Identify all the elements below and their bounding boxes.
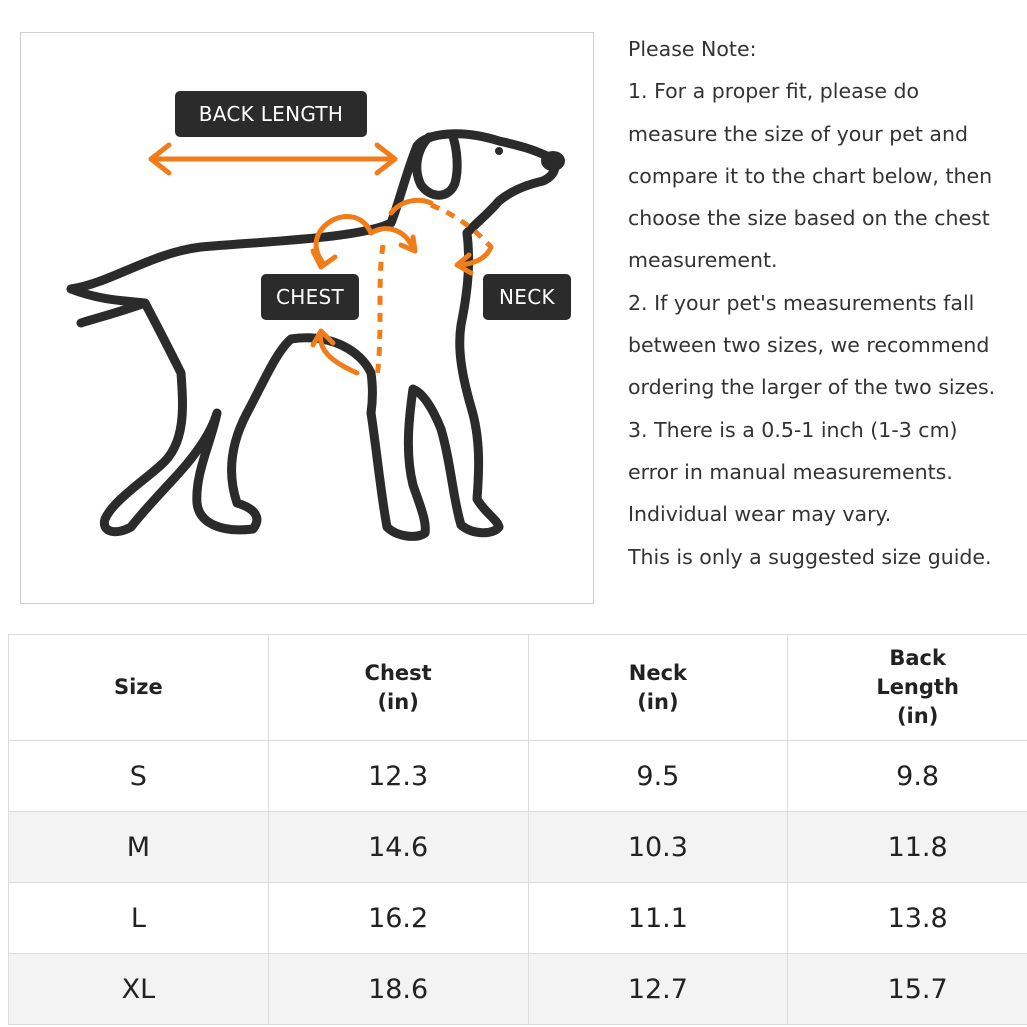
cell-size: S: [8, 740, 269, 812]
neck-label: NECK: [483, 274, 571, 320]
dog-measurement-diagram: BACK LENGTH CHEST NECK: [20, 32, 594, 604]
dog-nose-icon: [541, 151, 565, 171]
cell-chest: 18.6: [267, 953, 529, 1025]
notes-line: compare it to the chart below, then: [628, 163, 993, 188]
chest-arrow-bottom: [318, 330, 360, 376]
notes-heading: Please Note:: [628, 37, 757, 61]
chest-arrow-top: [313, 214, 374, 266]
neck-arrow-right: [458, 244, 494, 268]
back-length-label: BACK LENGTH: [175, 91, 367, 137]
dog-back-outline: [66, 141, 422, 294]
size-chart-table: Size Chest (in) Neck (in) Back Length (i…: [8, 634, 1027, 1025]
notes-line: This is only a suggested size guide.: [628, 544, 992, 569]
table-row: M 14.6 10.3 11.8: [8, 811, 1027, 883]
dog-front-outline: [366, 228, 504, 541]
cell-neck: 10.3: [527, 811, 789, 883]
notes-line: error in manual measurements.: [628, 459, 953, 484]
cell-size: M: [8, 811, 269, 883]
notes-line: choose the size based on the chest: [628, 206, 990, 231]
notes-line: 3. There is a 0.5-1 inch (1-3 cm): [628, 417, 958, 442]
notes-line: Individual wear may vary.: [628, 502, 892, 527]
back-length-arrowhead-left: [148, 142, 172, 176]
table-row: L 16.2 11.1 13.8: [8, 882, 1027, 954]
notes-line: 2. If your pet's measurements fall: [628, 290, 975, 315]
header-neck: Neck (in): [527, 634, 789, 741]
notes-line: measure the size of your pet and: [628, 121, 968, 146]
cell-back-length: 15.7: [787, 953, 1027, 1025]
dog-head-outline: [412, 129, 560, 238]
cell-size: XL: [8, 953, 269, 1025]
cell-neck: 9.5: [527, 740, 789, 812]
dog-tail-outline: [66, 284, 150, 328]
chest-dashed-line: [374, 244, 386, 378]
cell-back-length: 9.8: [787, 740, 1027, 812]
table-row: XL 18.6 12.7 15.7: [8, 953, 1027, 1025]
cell-back-length: 11.8: [787, 811, 1027, 883]
back-length-arrowhead-right: [374, 142, 398, 176]
neck-arrow-top: [388, 197, 434, 216]
cell-neck: 11.1: [527, 882, 789, 954]
cell-size: L: [8, 882, 269, 954]
cell-chest: 14.6: [267, 811, 529, 883]
table-header-row: Size Chest (in) Neck (in) Back Length (i…: [8, 634, 1027, 741]
notes-line: measurement.: [628, 248, 778, 273]
neck-dashed-line: [430, 202, 493, 249]
cell-chest: 12.3: [267, 740, 529, 812]
header-size: Size: [8, 634, 269, 741]
table-row: S 12.3 9.5 9.8: [8, 740, 1027, 812]
chest-label: CHEST: [261, 274, 359, 320]
cell-back-length: 13.8: [787, 882, 1027, 954]
header-chest: Chest (in): [267, 634, 529, 741]
notes-line: 1. For a proper fit, please do: [628, 79, 920, 104]
size-notes: Please Note: 1. For a proper fit, please…: [628, 28, 1027, 588]
cell-chest: 16.2: [267, 882, 529, 954]
dog-hind-outline: [99, 298, 377, 537]
dog-outline-icon: [66, 129, 565, 541]
header-back-length: Back Length (in): [787, 634, 1027, 741]
notes-line: between two sizes, we recommend: [628, 333, 990, 358]
cell-neck: 12.7: [527, 953, 789, 1025]
dog-eye-icon: [495, 147, 503, 155]
dog-ear-outline: [412, 132, 462, 200]
notes-line: ordering the larger of the two sizes.: [628, 375, 996, 400]
